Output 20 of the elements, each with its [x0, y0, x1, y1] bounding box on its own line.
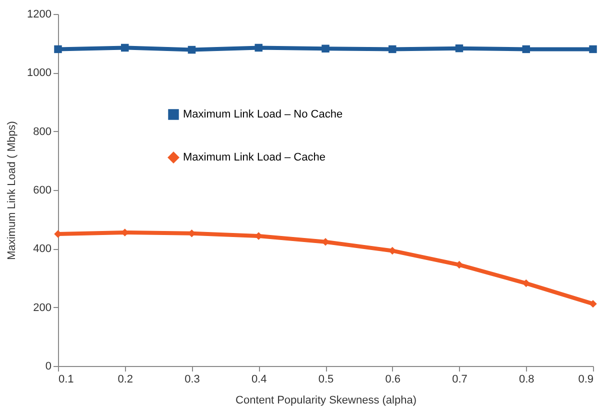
x-tick-label: 0.9: [578, 374, 594, 386]
y-tick-label: 0: [45, 360, 52, 372]
x-axis-title: Content Popularity Skewness (alpha): [236, 394, 416, 406]
legend-label: Maximum Link Load – Cache: [183, 152, 326, 164]
y-tick-label: 400: [33, 243, 52, 256]
y-tick-label: 1000: [27, 67, 52, 80]
x-tick-label: 0.2: [118, 374, 134, 386]
y-tick-label: 800: [33, 126, 52, 138]
x-tick-label: 0.1: [58, 374, 74, 386]
x-tick-label: 0.8: [518, 374, 534, 386]
y-tick-label: 1200: [27, 8, 52, 20]
legend-label: Maximum Link Load – No Cache: [183, 108, 343, 120]
y-axis-title: Maximum Link Load ( Mbps): [6, 121, 18, 260]
x-tick-label: 0.7: [452, 374, 468, 386]
y-tick-label: 200: [33, 302, 52, 314]
x-tick-label: 0.3: [184, 374, 200, 386]
x-tick-label: 0.4: [251, 374, 267, 386]
x-tick-label: 0.6: [385, 374, 401, 386]
y-tick-label: 600: [33, 184, 52, 196]
x-tick-label: 0.5: [318, 374, 334, 386]
